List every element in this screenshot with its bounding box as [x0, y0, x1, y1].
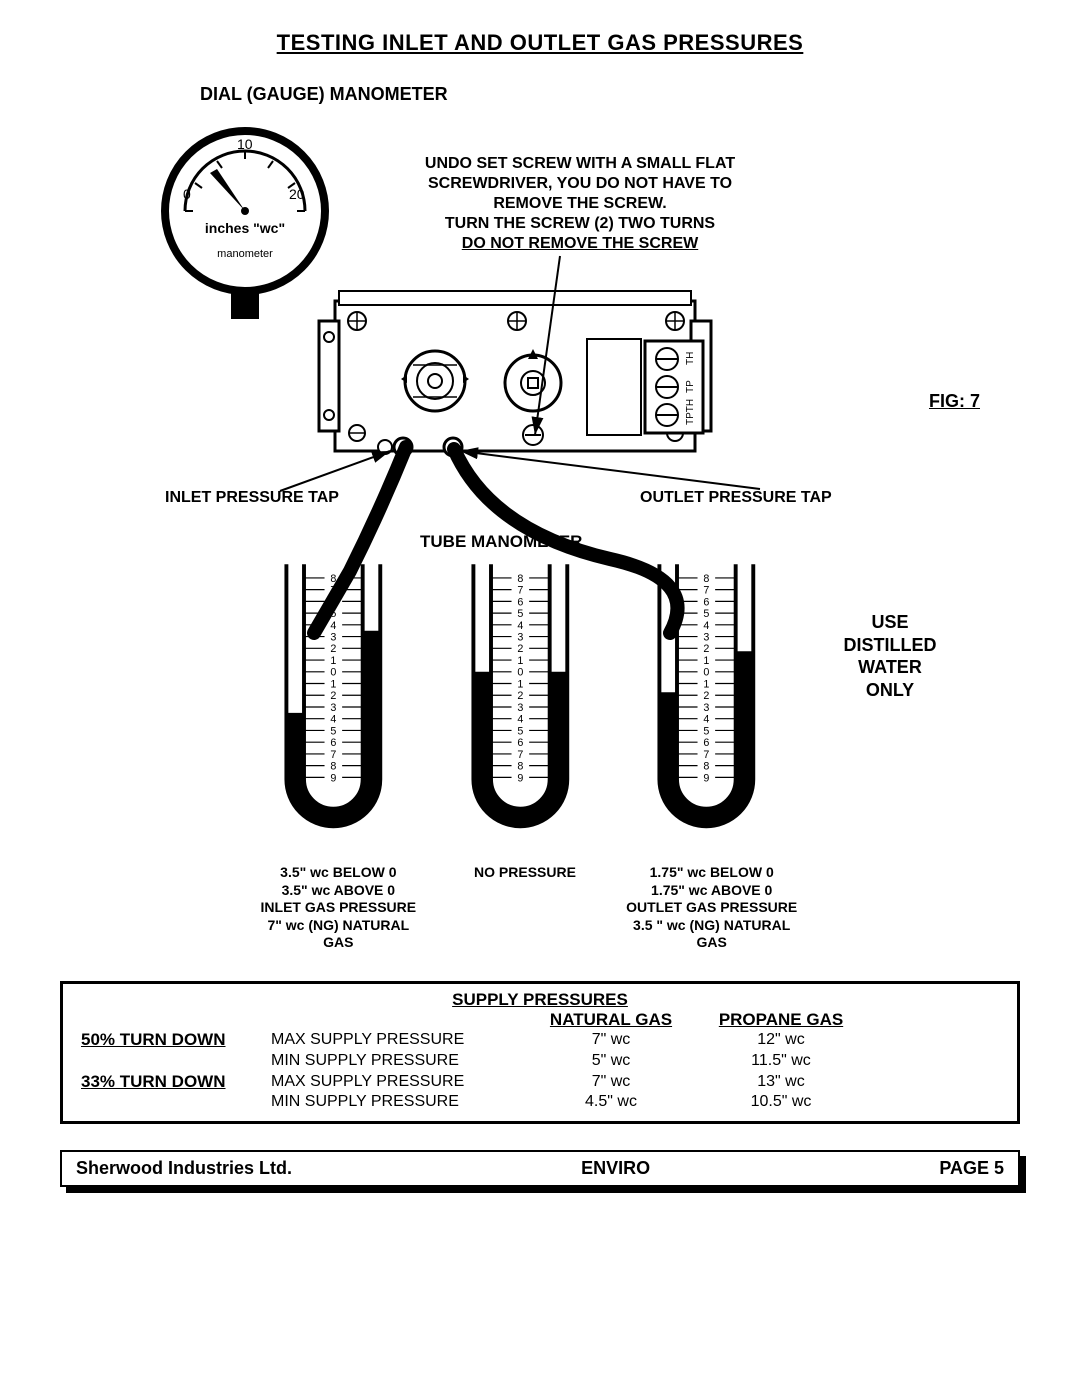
- row-label: MAX SUPPLY PRESSURE: [271, 1030, 521, 1051]
- page-title: TESTING INLET AND OUTLET GAS PRESSURES: [60, 30, 1020, 56]
- svg-text:6: 6: [517, 737, 523, 749]
- svg-text:1: 1: [330, 678, 336, 690]
- svg-text:3: 3: [330, 631, 336, 643]
- svg-text:1: 1: [704, 678, 710, 690]
- svg-text:4: 4: [330, 714, 336, 726]
- svg-text:0: 0: [517, 667, 523, 679]
- svg-text:7: 7: [330, 749, 336, 761]
- col-natural-gas: NATURAL GAS: [521, 1010, 701, 1030]
- diagram-area: 0 10 20 inches "wc" manometer UNDO SET S…: [60, 111, 1020, 981]
- svg-text:1: 1: [704, 655, 710, 667]
- cell-ng: 4.5" wc: [521, 1092, 701, 1113]
- cell-pg: 10.5" wc: [701, 1092, 861, 1113]
- utube-3: 876543210123456789: [633, 551, 780, 861]
- svg-text:4: 4: [517, 620, 523, 632]
- svg-text:8: 8: [704, 761, 710, 773]
- svg-text:4: 4: [330, 620, 336, 632]
- svg-text:4: 4: [704, 620, 710, 632]
- svg-text:7: 7: [517, 749, 523, 761]
- svg-text:3: 3: [517, 631, 523, 643]
- svg-text:1: 1: [330, 655, 336, 667]
- cell-pg: 11.5" wc: [701, 1051, 861, 1072]
- svg-text:2: 2: [704, 643, 710, 655]
- svg-text:2: 2: [517, 643, 523, 655]
- svg-text:3: 3: [704, 631, 710, 643]
- note-line: USE: [830, 611, 950, 634]
- svg-text:1: 1: [517, 655, 523, 667]
- svg-text:7: 7: [704, 749, 710, 761]
- tube-manometer-header: TUBE MANOMETER: [420, 532, 582, 552]
- row-label: MIN SUPPLY PRESSURE: [271, 1092, 521, 1113]
- svg-text:5: 5: [330, 608, 336, 620]
- footer-page: PAGE 5: [939, 1158, 1004, 1179]
- cell-ng: 7" wc: [521, 1072, 701, 1093]
- svg-text:5: 5: [517, 725, 523, 737]
- svg-text:2: 2: [517, 690, 523, 702]
- row-section: [81, 1051, 271, 1072]
- svg-text:6: 6: [704, 737, 710, 749]
- svg-text:3: 3: [330, 702, 336, 714]
- svg-text:5: 5: [517, 608, 523, 620]
- utube-2: 876543210123456789: [447, 551, 594, 861]
- svg-text:7: 7: [517, 585, 523, 597]
- footer-brand: ENVIRO: [581, 1158, 650, 1179]
- svg-text:2: 2: [330, 690, 336, 702]
- svg-text:6: 6: [330, 737, 336, 749]
- cell-ng: 7" wc: [521, 1030, 701, 1051]
- svg-text:5: 5: [330, 725, 336, 737]
- svg-text:2: 2: [704, 690, 710, 702]
- note-line: DISTILLED: [830, 634, 950, 657]
- svg-text:8: 8: [517, 761, 523, 773]
- svg-text:4: 4: [517, 714, 523, 726]
- col-propane-gas: PROPANE GAS: [701, 1010, 861, 1030]
- svg-text:9: 9: [704, 772, 710, 784]
- svg-text:3: 3: [517, 702, 523, 714]
- row-label: MIN SUPPLY PRESSURE: [271, 1051, 521, 1072]
- svg-text:3: 3: [704, 702, 710, 714]
- utube-caption-2: NO PRESSURE: [432, 864, 619, 952]
- svg-text:4: 4: [704, 714, 710, 726]
- outlet-tap-label: OUTLET PRESSURE TAP: [640, 489, 832, 507]
- svg-text:8: 8: [330, 573, 336, 585]
- utube-1: 876543210123456789: [260, 551, 407, 861]
- svg-text:8: 8: [517, 573, 523, 585]
- inlet-tap-label: INLET PRESSURE TAP: [165, 489, 339, 507]
- page-footer: Sherwood Industries Ltd. ENVIRO PAGE 5: [60, 1150, 1020, 1187]
- cell-pg: 12" wc: [701, 1030, 861, 1051]
- svg-text:5: 5: [704, 608, 710, 620]
- utube-row: 876543210123456789 876543210123456789 87…: [260, 551, 780, 861]
- svg-text:7: 7: [330, 585, 336, 597]
- svg-text:6: 6: [704, 596, 710, 608]
- table-heading: SUPPLY PRESSURES: [81, 990, 999, 1010]
- row-section: 33% TURN DOWN: [81, 1072, 271, 1093]
- row-section: 50% TURN DOWN: [81, 1030, 271, 1051]
- cell-ng: 5" wc: [521, 1051, 701, 1072]
- svg-text:1: 1: [517, 678, 523, 690]
- note-line: WATER: [830, 656, 950, 679]
- svg-text:2: 2: [330, 643, 336, 655]
- row-label: MAX SUPPLY PRESSURE: [271, 1072, 521, 1093]
- row-section: [81, 1092, 271, 1113]
- note-line: ONLY: [830, 679, 950, 702]
- svg-text:8: 8: [704, 573, 710, 585]
- svg-text:6: 6: [330, 596, 336, 608]
- distilled-water-note: USE DISTILLED WATER ONLY: [830, 611, 950, 701]
- svg-text:0: 0: [704, 667, 710, 679]
- footer-company: Sherwood Industries Ltd.: [76, 1158, 292, 1179]
- utube-caption-3: 1.75" wc BELOW 01.75" wc ABOVE 0OUTLET G…: [618, 864, 805, 952]
- svg-text:6: 6: [517, 596, 523, 608]
- svg-text:9: 9: [517, 772, 523, 784]
- svg-text:9: 9: [330, 772, 336, 784]
- svg-text:8: 8: [330, 761, 336, 773]
- svg-text:7: 7: [704, 585, 710, 597]
- svg-text:5: 5: [704, 725, 710, 737]
- svg-text:0: 0: [330, 667, 336, 679]
- supply-pressure-table: SUPPLY PRESSURES NATURAL GAS PROPANE GAS…: [60, 981, 1020, 1124]
- cell-pg: 13" wc: [701, 1072, 861, 1093]
- dial-header: DIAL (GAUGE) MANOMETER: [200, 84, 1020, 105]
- utube-captions: 3.5" wc BELOW 03.5" wc ABOVE 0INLET GAS …: [245, 864, 805, 952]
- utube-caption-1: 3.5" wc BELOW 03.5" wc ABOVE 0INLET GAS …: [245, 864, 432, 952]
